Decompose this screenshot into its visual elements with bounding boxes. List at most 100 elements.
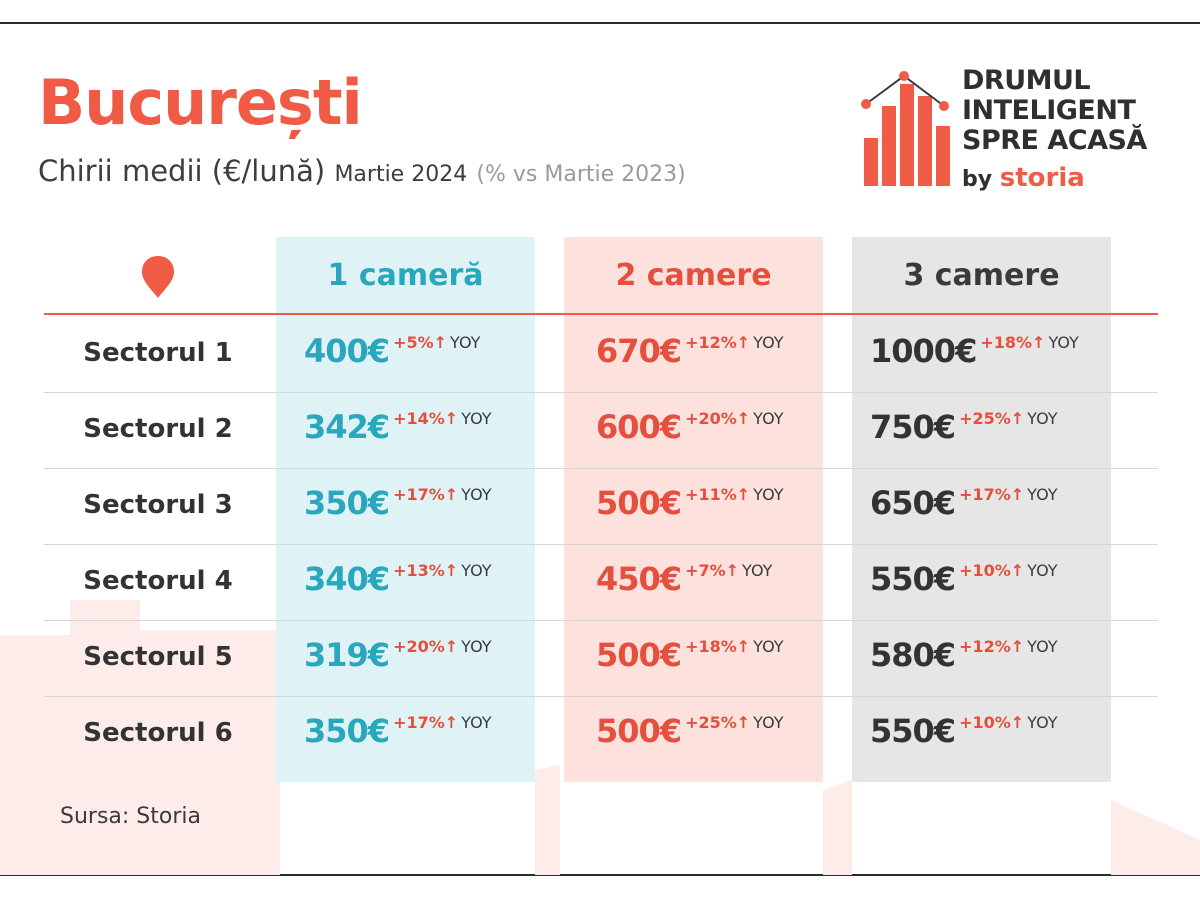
period-text: Martie 2024	[334, 162, 468, 187]
table-cell: 319€ +20%↑ YOY	[304, 636, 492, 674]
table-cell: 340€ +13%↑ YOY	[304, 560, 492, 598]
column-bg-2-rooms	[564, 237, 823, 782]
logo-line-3: SPRE ACASĂ	[962, 125, 1147, 156]
yoy-label: YOY	[753, 333, 784, 352]
column-header-3-rooms: 3 camere	[903, 258, 1060, 293]
source-note: Sursa: Storia	[60, 804, 201, 829]
subtitle-text: Chirii medii (€/lună)	[38, 154, 326, 188]
yoy-label: YOY	[1027, 637, 1058, 656]
table-cell: 650€ +17%↑ YOY	[870, 484, 1058, 522]
logo-wordmark: DRUMUL INTELIGENT SPRE ACASĂ	[962, 66, 1147, 156]
house-bars-logo-icon	[861, 71, 950, 186]
change-value: +25%↑	[959, 409, 1025, 428]
table-cell: 500€ +11%↑ YOY	[596, 484, 784, 522]
price-value: 319€	[304, 636, 390, 674]
yoy-label: YOY	[753, 637, 784, 656]
price-value: 500€	[596, 484, 682, 522]
price-value: 670€	[596, 332, 682, 370]
row-label: Sectorul 4	[83, 566, 233, 596]
change-value: +14%↑	[393, 409, 459, 428]
change-value: +12%↑	[959, 637, 1025, 656]
change-value: +5%↑	[393, 333, 448, 352]
logo-line-2: INTELIGENT	[962, 95, 1136, 126]
comparison-text: (% vs Martie 2023)	[476, 162, 686, 187]
change-value: +10%↑	[959, 561, 1025, 580]
change-value: +17%↑	[393, 713, 459, 732]
column-header-2-rooms: 2 camere	[615, 258, 772, 293]
table-cell: 750€ +25%↑ YOY	[870, 408, 1058, 446]
table-cell: 342€ +14%↑ YOY	[304, 408, 492, 446]
change-value: +18%↑	[980, 333, 1046, 352]
row-label: Sectorul 6	[83, 718, 233, 748]
row-divider	[44, 696, 1158, 697]
table-cell: 350€ +17%↑ YOY	[304, 484, 492, 522]
header-divider	[44, 313, 1158, 315]
row-divider	[44, 620, 1158, 621]
price-value: 1000€	[870, 332, 977, 370]
table-cell: 600€ +20%↑ YOY	[596, 408, 784, 446]
row-label: Sectorul 2	[83, 414, 233, 444]
column-header-1-room: 1 cameră	[327, 258, 484, 293]
price-value: 342€	[304, 408, 390, 446]
price-value: 580€	[870, 636, 956, 674]
page-subtitle: Chirii medii (€/lună) Martie 2024 (% vs …	[38, 154, 686, 188]
column-bg-1-room	[276, 237, 535, 782]
row-divider	[44, 392, 1158, 393]
yoy-label: YOY	[753, 485, 784, 504]
yoy-label: YOY	[1027, 713, 1058, 732]
yoy-label: YOY	[1048, 333, 1079, 352]
change-value: +18%↑	[685, 637, 751, 656]
table-cell: 450€ +7%↑ YOY	[596, 560, 772, 598]
change-value: +17%↑	[959, 485, 1025, 504]
change-value: +25%↑	[685, 713, 751, 732]
row-label: Sectorul 3	[83, 490, 233, 520]
yoy-label: YOY	[742, 561, 773, 580]
yoy-label: YOY	[753, 713, 784, 732]
location-pin-icon	[142, 256, 174, 298]
logo-byline: by storia	[962, 163, 1085, 193]
yoy-label: YOY	[461, 713, 492, 732]
row-divider	[44, 544, 1158, 545]
yoy-label: YOY	[1027, 485, 1058, 504]
yoy-label: YOY	[450, 333, 481, 352]
table-cell: 500€ +18%↑ YOY	[596, 636, 784, 674]
price-value: 500€	[596, 636, 682, 674]
table-cell: 550€ +10%↑ YOY	[870, 712, 1058, 750]
change-value: +12%↑	[685, 333, 751, 352]
logo-brand: storia	[999, 163, 1085, 193]
change-value: +20%↑	[685, 409, 751, 428]
change-value: +13%↑	[393, 561, 459, 580]
bottom-border	[0, 874, 1200, 876]
logo-line-1: DRUMUL	[962, 65, 1091, 96]
change-value: +20%↑	[393, 637, 459, 656]
table-cell: 350€ +17%↑ YOY	[304, 712, 492, 750]
row-divider	[44, 468, 1158, 469]
change-value: +10%↑	[959, 713, 1025, 732]
yoy-label: YOY	[461, 409, 492, 428]
yoy-label: YOY	[461, 637, 492, 656]
table-cell: 550€ +10%↑ YOY	[870, 560, 1058, 598]
column-bg-3-rooms	[852, 237, 1111, 782]
price-value: 650€	[870, 484, 956, 522]
price-value: 340€	[304, 560, 390, 598]
price-value: 550€	[870, 560, 956, 598]
table-cell: 500€ +25%↑ YOY	[596, 712, 784, 750]
table-cell: 1000€ +18%↑ YOY	[870, 332, 1079, 370]
change-value: +7%↑	[685, 561, 740, 580]
row-label: Sectorul 5	[83, 642, 233, 672]
logo-by-text: by	[962, 167, 993, 192]
change-value: +11%↑	[685, 485, 751, 504]
change-value: +17%↑	[393, 485, 459, 504]
yoy-label: YOY	[461, 485, 492, 504]
price-value: 350€	[304, 712, 390, 750]
yoy-label: YOY	[753, 409, 784, 428]
page-title: București	[38, 66, 363, 139]
price-value: 500€	[596, 712, 682, 750]
price-value: 350€	[304, 484, 390, 522]
yoy-label: YOY	[461, 561, 492, 580]
top-border	[0, 22, 1200, 24]
yoy-label: YOY	[1027, 409, 1058, 428]
yoy-label: YOY	[1027, 561, 1058, 580]
price-value: 550€	[870, 712, 956, 750]
price-value: 600€	[596, 408, 682, 446]
